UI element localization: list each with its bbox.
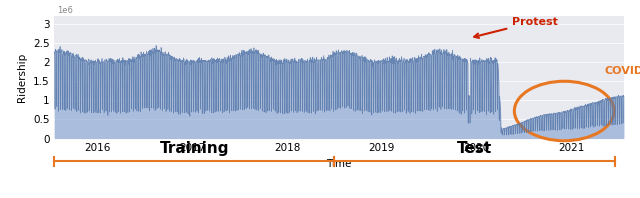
Text: Test: Test <box>457 141 492 156</box>
Text: 1e6: 1e6 <box>57 6 73 15</box>
Text: Training: Training <box>159 141 229 156</box>
X-axis label: Time: Time <box>326 159 352 169</box>
Text: COVID-19: COVID-19 <box>604 67 640 76</box>
Y-axis label: Ridership: Ridership <box>17 53 28 102</box>
Text: Protest: Protest <box>474 17 558 38</box>
